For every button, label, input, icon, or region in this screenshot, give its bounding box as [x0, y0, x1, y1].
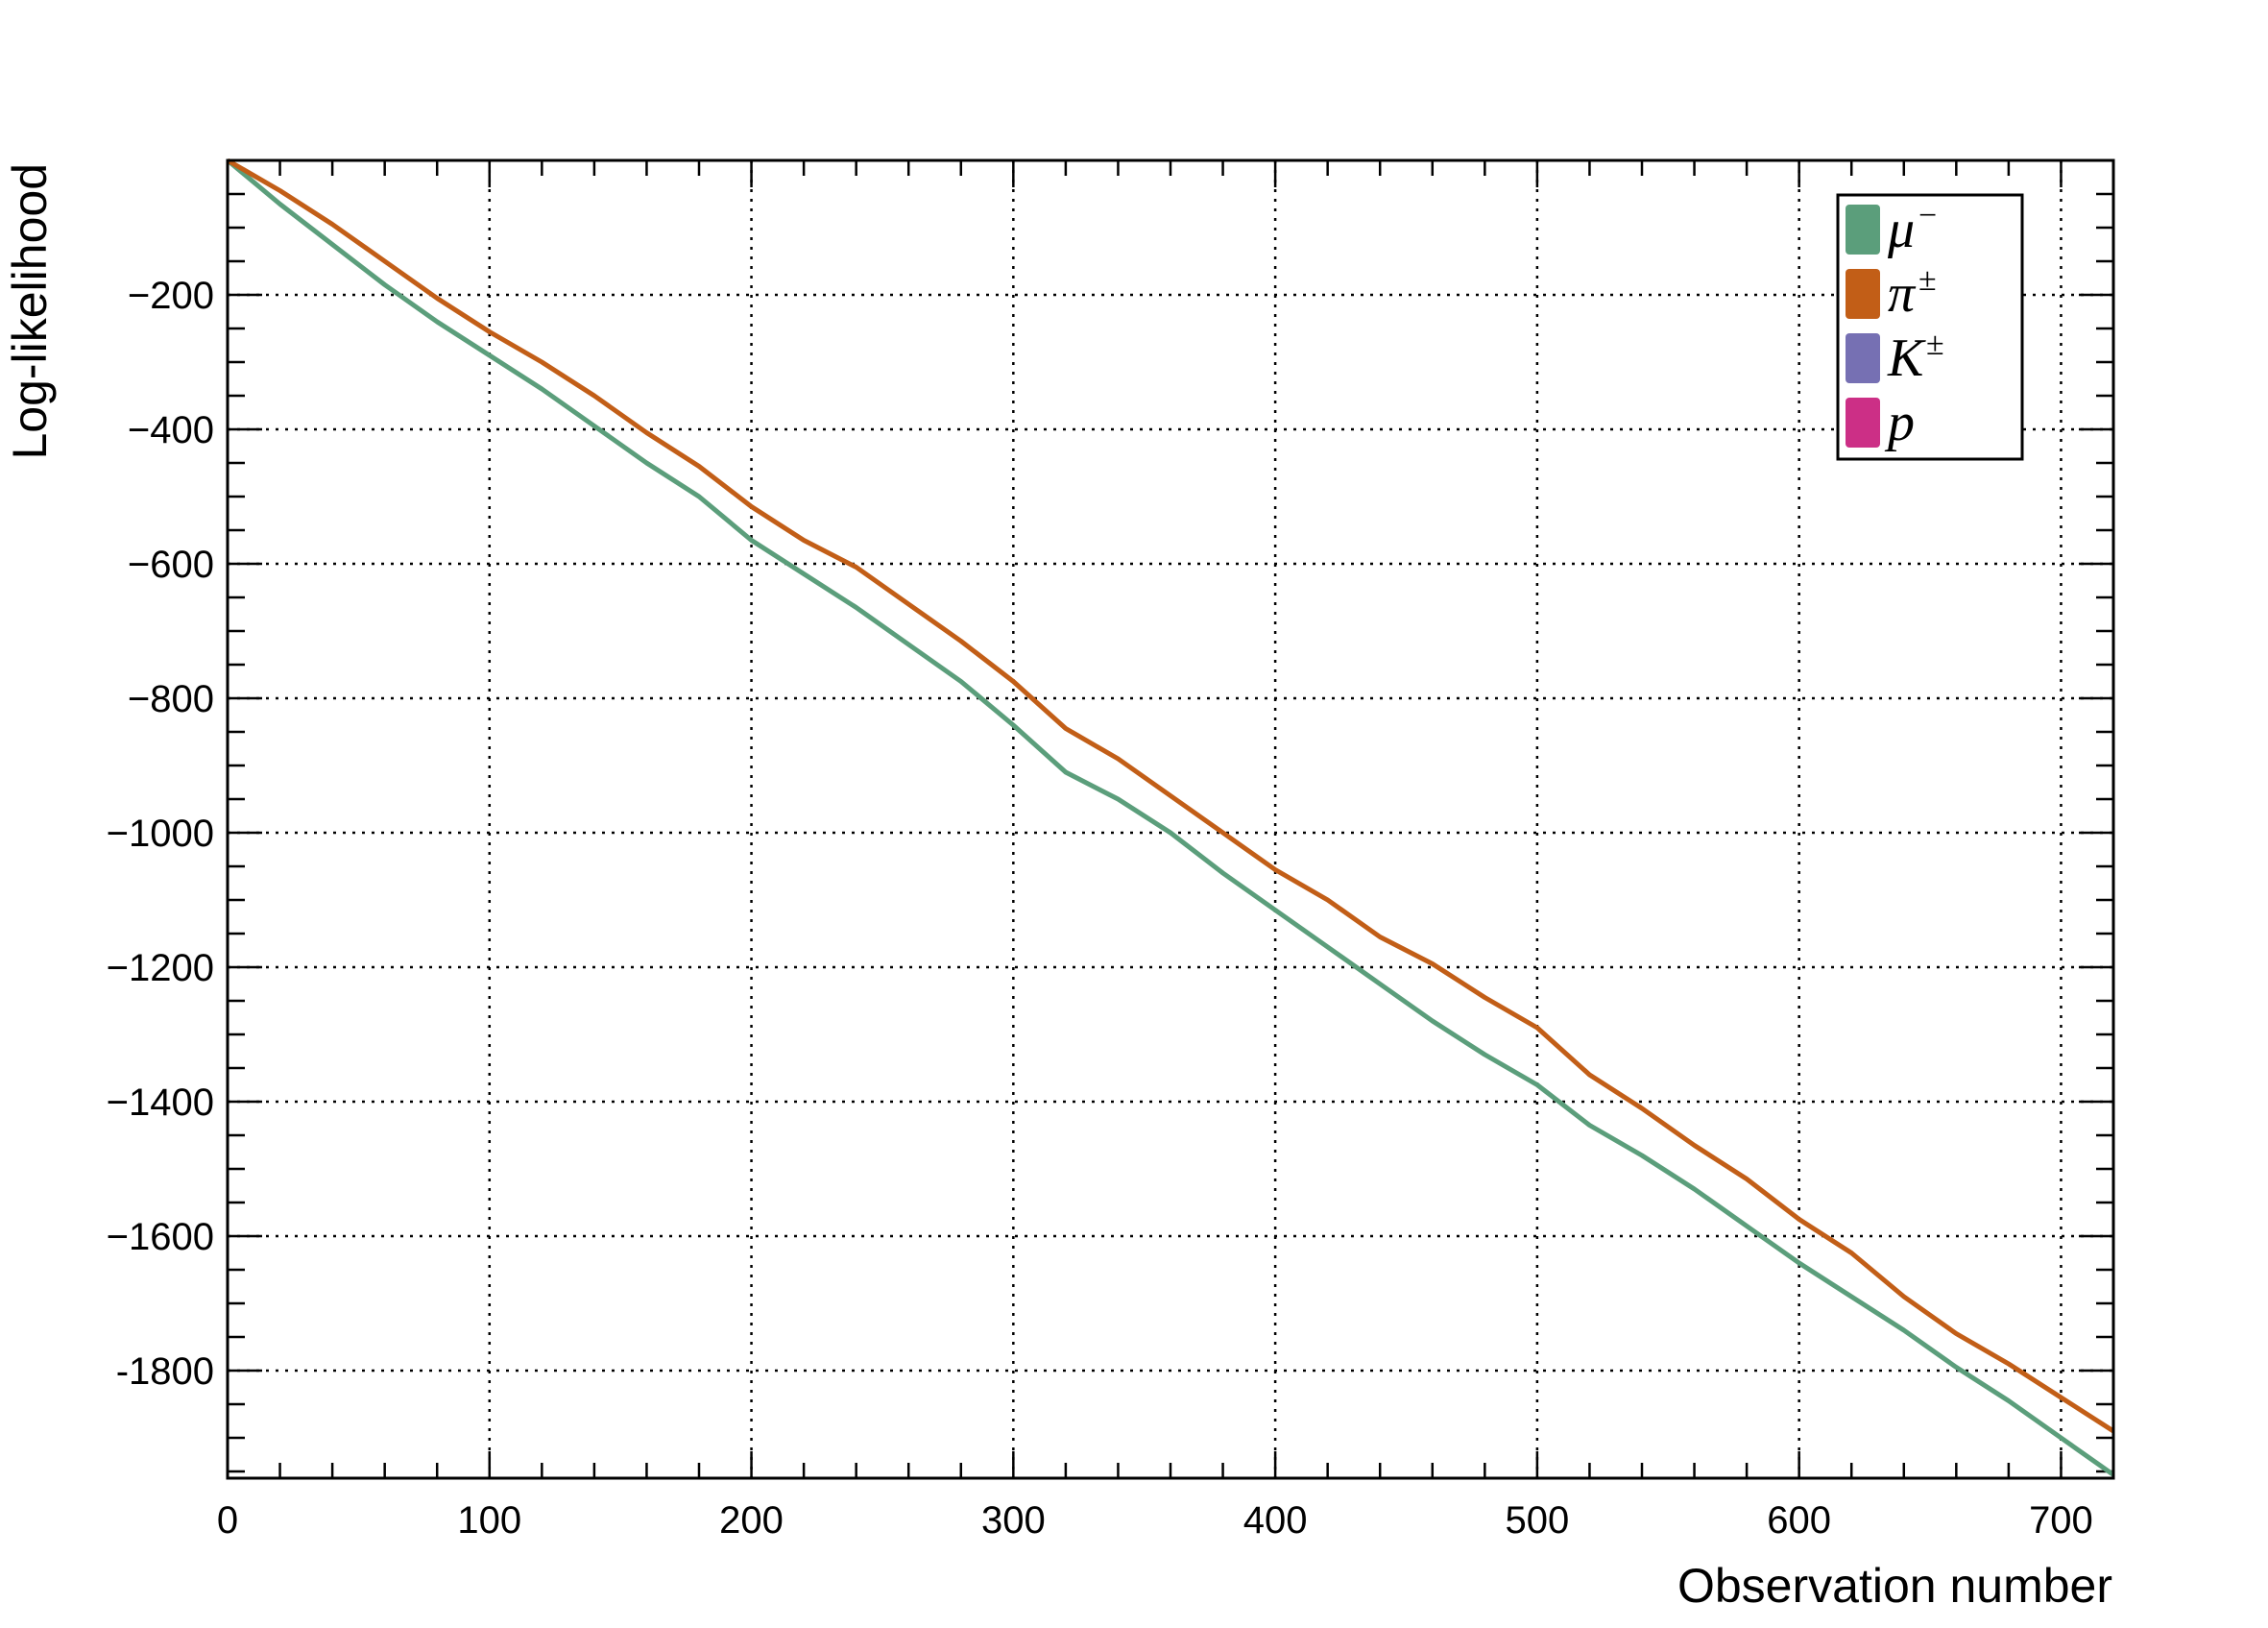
legend: μ −π ±K ±p — [1836, 193, 2024, 461]
y-tick-label: −1200 — [107, 947, 214, 989]
x-tick-label: 700 — [2029, 1499, 2093, 1542]
x-tick-label: 600 — [1767, 1499, 1831, 1542]
legend-swatch — [1846, 333, 1880, 383]
legend-swatch — [1846, 269, 1880, 319]
x-tick-label: 400 — [1243, 1499, 1308, 1542]
legend-label: π — [1888, 264, 1917, 324]
axis-ticks — [226, 160, 2115, 1478]
legend-label-superscript: ± — [1926, 327, 1944, 362]
x-axis-title: Observation number — [1677, 1559, 2112, 1613]
legend-label-superscript: − — [1918, 198, 1937, 233]
legend-swatch — [1846, 398, 1880, 448]
legend-label: μ — [1887, 200, 1915, 259]
x-tick-label: 300 — [981, 1499, 1046, 1542]
x-tick-label: 0 — [217, 1499, 238, 1542]
x-tick-label: 200 — [719, 1499, 784, 1542]
series-layer — [226, 158, 2115, 1477]
plot-frame — [226, 158, 2115, 1480]
series-line-2 — [226, 158, 2115, 1434]
legend-label-superscript: ± — [1918, 262, 1937, 298]
series-line-1 — [226, 158, 2115, 1477]
y-axis-title: Log-likelihood — [3, 163, 57, 460]
y-tick-label: −1600 — [107, 1216, 214, 1258]
y-tick-label: −1000 — [107, 813, 214, 855]
x-tick-label: 500 — [1506, 1499, 1570, 1542]
y-tick-label: −600 — [128, 544, 214, 586]
y-tick-label: -1800 — [116, 1350, 214, 1393]
tick-labels: 0 100 200 300 400 500 600 700 −200 −400 −600 −800 −1… — [107, 275, 2093, 1542]
y-tick-label: −1400 — [107, 1081, 214, 1124]
x-tick-label: 100 — [457, 1499, 521, 1542]
y-tick-label: −200 — [128, 275, 214, 317]
legend-label: p — [1884, 393, 1915, 452]
legend-swatch — [1846, 205, 1880, 255]
y-tick-label: −800 — [128, 678, 214, 720]
y-tick-label: −400 — [128, 409, 214, 451]
legend-label: K — [1887, 328, 1926, 388]
